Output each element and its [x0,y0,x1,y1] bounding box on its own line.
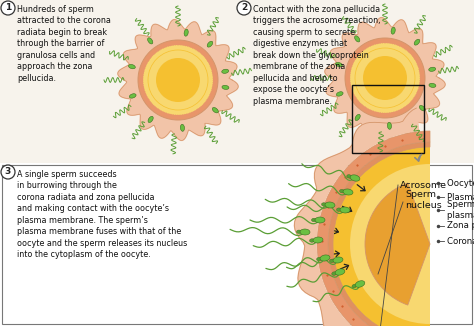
Text: 2: 2 [241,4,247,12]
Text: Acrosome: Acrosome [400,181,447,189]
Ellipse shape [181,124,184,131]
Ellipse shape [347,175,352,178]
Text: Oocyte cytoplasm: Oocyte cytoplasm [447,179,474,187]
Text: Plasma membrane: Plasma membrane [447,192,474,201]
Bar [0,0,474,163]
Circle shape [148,50,208,110]
Ellipse shape [222,69,228,73]
Ellipse shape [355,114,360,121]
Ellipse shape [320,255,330,261]
Ellipse shape [429,67,436,71]
Ellipse shape [297,230,301,233]
Ellipse shape [315,217,325,223]
Ellipse shape [337,208,341,212]
Ellipse shape [313,237,323,243]
Text: Corona radiata: Corona radiata [447,236,474,245]
Text: Contact with the zona pellucida
triggers the acrosome reaction,
causing sperm to: Contact with the zona pellucida triggers… [253,5,381,106]
Ellipse shape [321,203,327,206]
Wedge shape [365,183,430,305]
Circle shape [143,45,213,115]
Ellipse shape [310,239,315,242]
Ellipse shape [329,259,335,263]
Ellipse shape [387,122,392,129]
Ellipse shape [337,92,343,96]
Wedge shape [328,142,430,326]
Circle shape [355,48,415,108]
Text: Sperm receptors in
plasma membrane: Sperm receptors in plasma membrane [447,200,474,220]
Ellipse shape [350,175,360,181]
Ellipse shape [333,257,343,263]
Circle shape [1,1,15,15]
Bar [2,165,472,324]
Ellipse shape [352,284,357,288]
Ellipse shape [336,63,342,67]
Ellipse shape [325,202,335,208]
Wedge shape [350,164,430,324]
Ellipse shape [317,257,321,261]
Ellipse shape [311,218,317,222]
Ellipse shape [391,27,395,34]
Text: 1: 1 [5,4,11,12]
Text: Zona pellucida: Zona pellucida [447,221,474,230]
Circle shape [1,165,15,179]
Ellipse shape [212,108,219,113]
Polygon shape [325,18,445,139]
Ellipse shape [340,207,350,213]
Ellipse shape [222,85,229,89]
Bar [352,85,424,153]
Ellipse shape [343,189,353,195]
Ellipse shape [148,116,153,123]
Text: Hundreds of sperm
attracted to the corona
radiata begin to break
through the bar: Hundreds of sperm attracted to the coron… [17,5,111,83]
Circle shape [156,58,200,102]
Ellipse shape [207,41,213,47]
Ellipse shape [332,272,337,275]
Ellipse shape [147,38,153,44]
Ellipse shape [355,36,360,42]
Ellipse shape [300,229,310,235]
Circle shape [350,43,420,113]
Circle shape [237,1,251,15]
Text: 3: 3 [5,168,11,176]
Polygon shape [294,108,419,326]
Ellipse shape [419,106,425,111]
Ellipse shape [339,189,345,193]
Ellipse shape [429,83,436,87]
Polygon shape [118,20,238,141]
Wedge shape [317,131,430,326]
Circle shape [345,38,425,118]
Ellipse shape [184,29,188,36]
Circle shape [363,56,407,100]
Text: A single sperm succeeds
in burrowing through the
corona radiata and zona pelluci: A single sperm succeeds in burrowing thr… [17,170,187,259]
Ellipse shape [129,94,136,98]
Ellipse shape [414,39,420,45]
Ellipse shape [335,269,345,275]
Text: Sperm
nucleus: Sperm nucleus [405,190,442,210]
Wedge shape [330,144,430,326]
Ellipse shape [128,65,135,69]
Circle shape [138,40,218,120]
Ellipse shape [355,281,365,287]
